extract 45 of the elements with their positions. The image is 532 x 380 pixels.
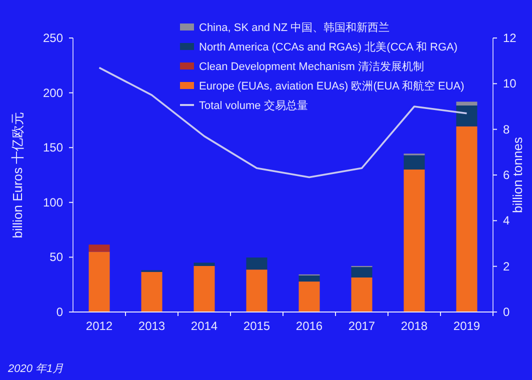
- legend-label: Europe (EUAs, aviation EUAs) 欧洲(EUA 和航空 EUA): [199, 80, 464, 92]
- y-tick-label: 100: [42, 195, 64, 210]
- legend-label: China, SK and NZ 中国、韩国和新西兰: [199, 21, 390, 34]
- y-tick-label: 200: [42, 86, 64, 100]
- x-tick-label: 2012: [86, 319, 113, 333]
- bar: [351, 267, 372, 278]
- y-tick-label: 250: [42, 31, 64, 45]
- y2-tick-label: 10: [503, 76, 517, 91]
- legend-label: Total volume 交易总量: [199, 99, 308, 112]
- x-tick-label: 2014: [190, 319, 218, 333]
- bar: [404, 155, 425, 170]
- bar: [194, 266, 215, 312]
- y2-tick-label: 0: [503, 305, 510, 319]
- y2-axis-title: billion tonnes: [510, 136, 525, 213]
- x-tick-label: 2015: [243, 319, 270, 333]
- y-tick-label: 50: [50, 250, 64, 264]
- x-tick-label: 2016: [296, 319, 323, 333]
- bar: [88, 252, 110, 312]
- bar: [194, 262, 215, 266]
- y2-tick-label: 2: [503, 259, 510, 274]
- x-tick-label: 2018: [400, 319, 428, 333]
- y-axis-title: billion Euros 十亿欧元: [10, 112, 25, 238]
- bar: [246, 258, 268, 270]
- legend-label: Clean Development Mechanism 清洁发展机制: [199, 60, 424, 73]
- bar: [456, 106, 478, 126]
- text: 2020 年1月: [7, 363, 64, 375]
- bar: [298, 276, 320, 282]
- bar: [141, 272, 162, 312]
- x-tick-label: 2013: [138, 319, 166, 333]
- bar: [404, 170, 425, 312]
- y-tick-label: 150: [42, 140, 64, 155]
- bar: [298, 282, 320, 312]
- bar: [456, 126, 478, 312]
- y2-tick-label: 4: [503, 214, 510, 228]
- bar: [456, 102, 478, 106]
- y2-tick-label: 8: [503, 122, 510, 136]
- y2-tick-label: 12: [503, 31, 517, 45]
- x-tick-label: 2017: [348, 319, 376, 333]
- y2-tick-label: 6: [503, 168, 510, 182]
- bar: [351, 277, 372, 312]
- bar: [88, 244, 110, 252]
- x-tick-label: 2019: [453, 319, 480, 333]
- y-tick-label: 0: [56, 305, 64, 319]
- legend-label: North America (CCAs and RGAs) 北美(CCA 和 RGA): [199, 40, 458, 54]
- bar: [246, 270, 268, 312]
